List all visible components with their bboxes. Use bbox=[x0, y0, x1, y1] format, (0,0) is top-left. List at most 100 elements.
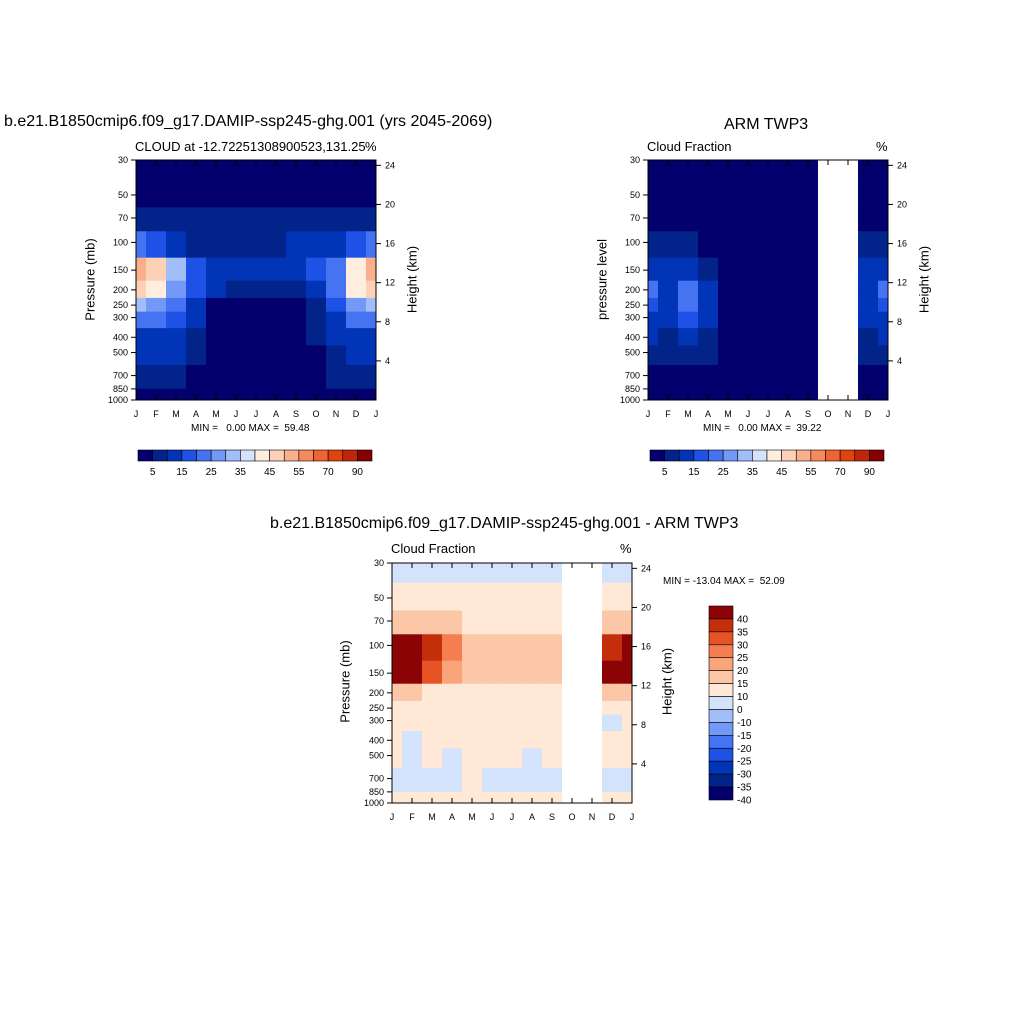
panel2-cell bbox=[798, 388, 819, 401]
panel2-y-tick-label: 700 bbox=[625, 371, 640, 381]
panel3-cell bbox=[622, 610, 633, 635]
panel3-cell bbox=[422, 610, 443, 635]
panel2-cell bbox=[648, 280, 659, 299]
panel1-cell bbox=[246, 311, 267, 329]
colorbar3-label: 0 bbox=[737, 705, 743, 716]
panel1-cell bbox=[146, 388, 167, 401]
panel1-cell bbox=[186, 311, 207, 329]
panel3-cell bbox=[502, 683, 523, 702]
panel3-y-tick-label: 100 bbox=[369, 640, 384, 650]
panel3-cell bbox=[602, 700, 623, 716]
panel2-cell bbox=[678, 179, 699, 208]
colorbar1-swatch bbox=[225, 449, 241, 462]
panel2-x-tick-label: O bbox=[824, 409, 831, 419]
panel2-units-label: % bbox=[876, 139, 888, 154]
panel2-cell bbox=[678, 207, 699, 232]
panel2-cell bbox=[878, 345, 889, 366]
panel3-cell bbox=[422, 791, 443, 804]
panel3-cell bbox=[392, 683, 403, 702]
panel1-cell bbox=[306, 160, 327, 181]
colorbar3-swatch bbox=[708, 773, 734, 788]
panel2-cell bbox=[778, 179, 799, 208]
panel1-x-tick-label: S bbox=[293, 409, 299, 419]
panel1-cell bbox=[246, 328, 267, 346]
panel2-cell bbox=[648, 207, 659, 232]
panel2-cell bbox=[648, 365, 659, 390]
panel3-cell bbox=[442, 731, 463, 749]
colorbar2-swatch bbox=[839, 449, 856, 462]
panel3-y-tick-label: 1000 bbox=[364, 798, 384, 808]
panel1-cell bbox=[286, 388, 307, 401]
panel1-cell bbox=[346, 345, 367, 366]
colorbar2-label: 15 bbox=[688, 467, 700, 478]
panel3-cell bbox=[522, 700, 543, 716]
colorbar3-label: 40 bbox=[737, 614, 749, 625]
panel3-cell bbox=[542, 731, 563, 749]
panel1-cell bbox=[206, 207, 227, 232]
panel3-cell bbox=[482, 791, 503, 804]
panel2-cell bbox=[738, 297, 759, 313]
panel1-cell bbox=[136, 328, 147, 346]
panel2-cell bbox=[778, 231, 799, 259]
panel1-cell bbox=[206, 388, 227, 401]
panel3-cell bbox=[392, 714, 403, 732]
panel3-y-tick-label: 30 bbox=[374, 558, 384, 568]
panel1-cell bbox=[266, 328, 287, 346]
panel3-cell bbox=[602, 634, 623, 662]
colorbar3-label: 15 bbox=[737, 679, 749, 690]
panel1-cell bbox=[326, 388, 347, 401]
panel3-cell bbox=[542, 563, 563, 584]
panel3-y-right-tick-label: 20 bbox=[641, 602, 651, 612]
panel3-cell bbox=[622, 748, 633, 769]
panel3-cell bbox=[442, 610, 463, 635]
panel1-cell bbox=[326, 207, 347, 232]
panel2-missing-data bbox=[818, 160, 858, 400]
panel2-y-tick-label: 850 bbox=[625, 384, 640, 394]
panel1-cell bbox=[206, 328, 227, 346]
panel1-cell bbox=[286, 365, 307, 390]
panel1-cell bbox=[206, 345, 227, 366]
colorbar1-swatch bbox=[196, 449, 212, 462]
colorbar2-label: 35 bbox=[747, 467, 759, 478]
panel1-cell bbox=[146, 345, 167, 366]
panel1-cell bbox=[246, 257, 267, 282]
panel2-cell bbox=[878, 328, 889, 346]
panel3-cell bbox=[502, 700, 523, 716]
panel2-x-tick-label: J bbox=[766, 409, 771, 419]
panel1-cell bbox=[186, 207, 207, 232]
panel1-cell bbox=[166, 311, 187, 329]
panel3-cell bbox=[622, 634, 633, 662]
panel1-cell bbox=[326, 160, 347, 181]
colorbar3-swatch bbox=[708, 709, 734, 723]
panel3-cell bbox=[542, 700, 563, 716]
panel3-cell bbox=[402, 714, 423, 732]
panel3-cell bbox=[482, 714, 503, 732]
panel3-y-tick-label: 500 bbox=[369, 751, 384, 761]
panel2-y-right-tick-label: 24 bbox=[897, 160, 907, 170]
panel2-cell bbox=[878, 179, 889, 208]
panel3-x-tick-label: J bbox=[630, 812, 635, 822]
panel1-cell bbox=[146, 179, 167, 208]
panel2-cell bbox=[678, 297, 699, 313]
panel1-cell bbox=[346, 388, 367, 401]
panel2-cell bbox=[718, 231, 739, 259]
panel1-cell bbox=[206, 160, 227, 181]
panel3-x-tick-label: F bbox=[409, 812, 415, 822]
panel1-cell bbox=[306, 231, 327, 259]
panel1-y-tick-label: 50 bbox=[118, 190, 128, 200]
panel3-y-right-tick-label: 12 bbox=[641, 681, 651, 691]
panel3-cell bbox=[602, 610, 623, 635]
panel1-cell bbox=[206, 365, 227, 390]
panel3-cell bbox=[482, 582, 503, 611]
panel3-cell bbox=[502, 582, 523, 611]
panel1-cell bbox=[186, 388, 207, 401]
panel2-cell bbox=[858, 257, 879, 282]
panel2-y-tick-label: 70 bbox=[630, 213, 640, 223]
panel1-cell bbox=[286, 257, 307, 282]
colorbar1-label: 70 bbox=[323, 467, 335, 478]
panel3-cell bbox=[402, 634, 423, 662]
panel1-cell bbox=[366, 280, 377, 299]
panel2-y-right-tick-label: 8 bbox=[897, 317, 902, 327]
panel3-cell bbox=[522, 714, 543, 732]
panel2-cell bbox=[758, 365, 779, 390]
